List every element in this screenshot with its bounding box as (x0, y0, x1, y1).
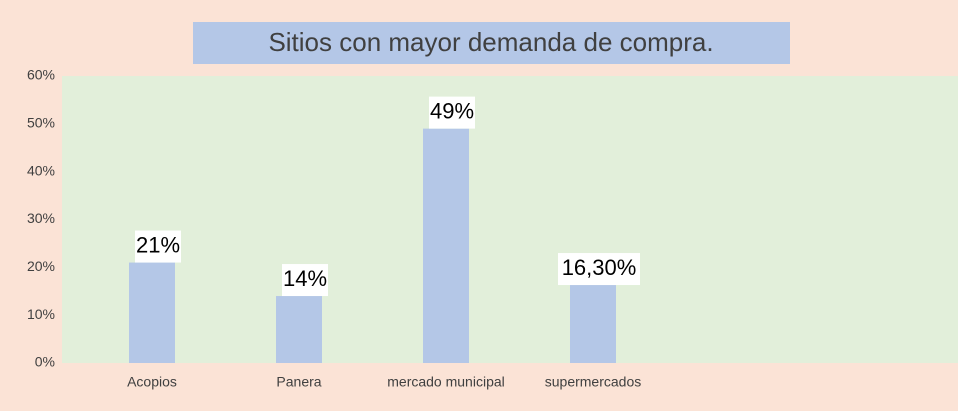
y-tick-label: 40% (27, 162, 55, 178)
data-label: 49% (430, 98, 474, 123)
data-label: 14% (283, 266, 327, 291)
y-tick-label: 0% (35, 354, 55, 370)
data-label: 21% (136, 232, 180, 257)
data-label-box (429, 96, 475, 129)
bar (276, 296, 322, 363)
data-label-box (282, 264, 328, 297)
x-tick-label: Panera (276, 374, 321, 390)
data-label: 16,30% (562, 255, 637, 280)
bar (129, 262, 175, 363)
y-tick-label: 10% (27, 306, 55, 322)
chart-title: Sitios con mayor demanda de compra. (268, 27, 713, 57)
data-label-box (558, 253, 640, 286)
title-box (193, 22, 790, 64)
bar (570, 285, 616, 363)
data-label-box (135, 230, 181, 263)
y-tick-label: 30% (27, 210, 55, 226)
y-tick-label: 60% (27, 67, 55, 83)
x-tick-label: mercado municipal (387, 374, 505, 390)
x-tick-label: Acopios (127, 374, 177, 390)
bar (423, 128, 469, 363)
x-tick-label: supermercados (545, 374, 642, 390)
plot-area (62, 76, 958, 363)
y-tick-label: 20% (27, 258, 55, 274)
y-tick-label: 50% (27, 115, 55, 131)
